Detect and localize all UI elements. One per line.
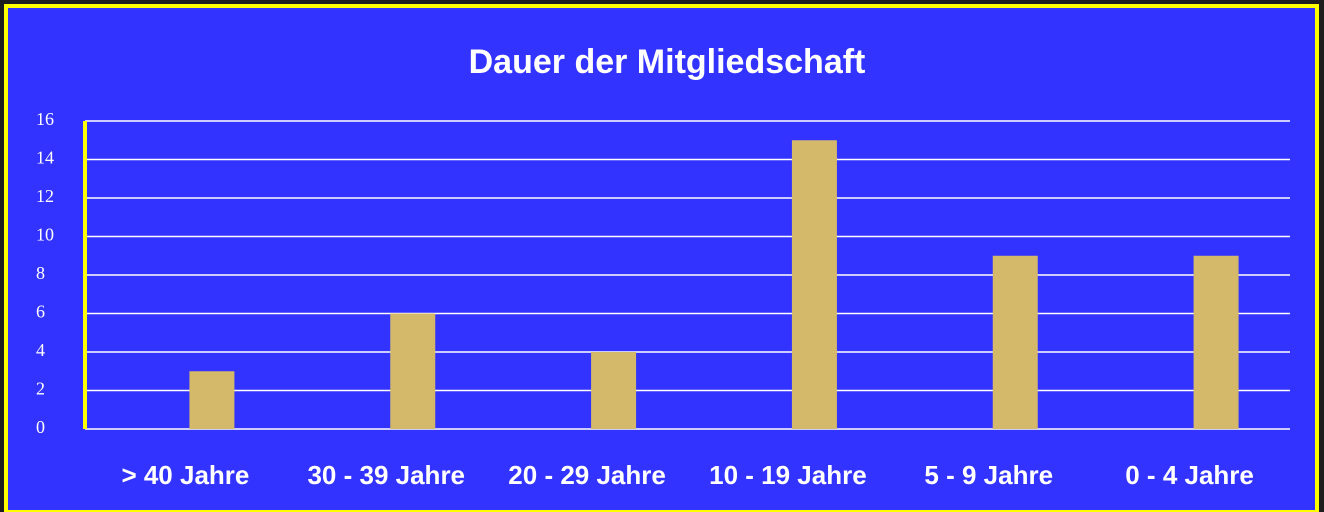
bar	[189, 371, 235, 429]
bar	[791, 140, 837, 429]
y-tick-label: 8	[36, 263, 45, 283]
x-tick-label: > 40 Jahre	[121, 460, 249, 490]
y-tick-label: 4	[36, 340, 45, 360]
x-tick-label: 10 - 19 Jahre	[709, 460, 867, 490]
bar	[390, 313, 436, 429]
y-tick-label: 16	[36, 109, 54, 129]
x-tick-label: 30 - 39 Jahre	[307, 460, 465, 490]
y-tick-label: 2	[36, 379, 45, 399]
bar	[992, 255, 1038, 429]
y-tick-label: 12	[36, 186, 54, 206]
x-tick-label: 20 - 29 Jahre	[508, 460, 666, 490]
chart-frame	[4, 4, 1319, 512]
bar	[1193, 255, 1239, 429]
y-tick-label: 14	[36, 148, 54, 168]
y-tick-label: 0	[36, 417, 45, 437]
chart-title: Dauer der Mitgliedschaft	[469, 43, 866, 81]
y-tick-label: 6	[36, 302, 45, 322]
x-tick-label: 5 - 9 Jahre	[924, 460, 1053, 490]
x-tick-label: 0 - 4 Jahre	[1125, 460, 1254, 490]
bar	[591, 352, 637, 429]
y-tick-label: 10	[36, 225, 54, 245]
